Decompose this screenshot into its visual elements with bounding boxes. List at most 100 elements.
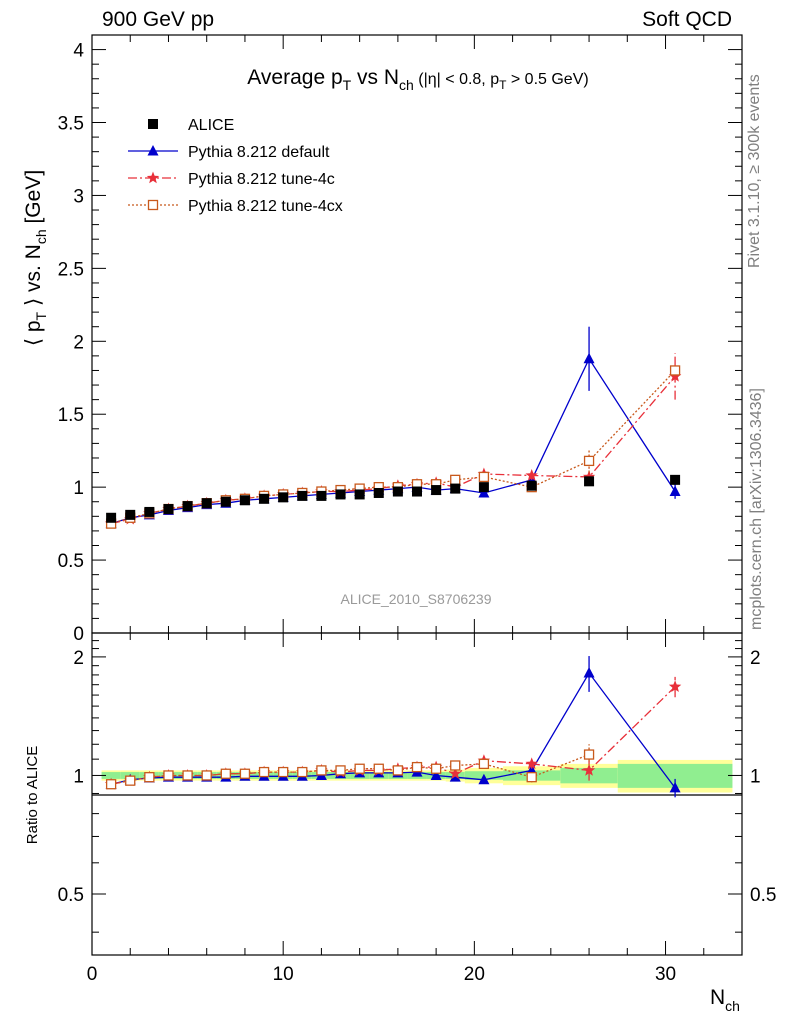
pythia-8-212-tune-4c-point [668,369,682,382]
pythia-8-212-tune-4cx-ratio-point [354,763,365,774]
pythia-8-212-tune-4cx-point [669,365,681,376]
legend-marker-pythia-8-212-tune-4cx [147,199,159,211]
pythia-8-212-tune-4cx-ratio-point [220,768,231,779]
pythia-8-212-tune-4cx-ratio-point [450,760,461,771]
alice-point [431,485,442,496]
y-tick-label: 0 [73,624,84,645]
pythia-8-212-tune-4cx-ratio-line [110,753,590,785]
pythia-8-212-default-ratio-point [583,667,595,678]
x-tick-label: 0 [87,964,98,985]
pythia-8-212-tune-4cx-ratio-point [373,763,384,774]
alice-point [239,495,250,506]
alice-point [106,512,117,523]
legend-marker-pythia-8-212-default [147,145,159,156]
legend: ALICE Pythia 8.212 default Pythia 8.212 tu… [128,117,343,215]
pythia-8-212-tune-4cx-ratio-point [105,779,117,790]
pythia-8-212-tune-4cx-point [478,471,490,483]
legend-label-pythia-8-212-default: Pythia 8.212 default [188,144,330,161]
ratio-frame [91,632,743,956]
alice-point [297,490,308,501]
pythia-8-212-default-point [583,352,595,364]
pythia-8-212-tune-4c-ratio-point [449,767,462,779]
pythia-8-212-tune-4cx-ratio-point [201,770,212,781]
alice-point [259,493,270,504]
pythia-8-212-tune-4cx-line [110,370,676,525]
legend-marker-pythia-8-212-tune-4c [146,171,160,184]
y-tick-label: 1.5 [58,405,84,426]
pythia-8-212-default-line [110,357,676,525]
alice-point [373,487,384,498]
x-tick-label: 20 [464,964,485,985]
header-right: Soft QCD [642,8,732,31]
pythia-8-212-tune-4cx-ratio-point [239,768,251,779]
pythia-8-212-tune-4cx-ratio-point [125,775,136,786]
legend-label-pythia-8-212-tune-4c: Pythia 8.212 tune-4c [188,171,335,188]
ratio-tick-label-right: 2 [750,648,761,669]
ratio-y-label: Ratio to ALICE [24,746,41,844]
alice-point [201,498,212,509]
pythia-8-212-default-ratio-point [430,769,442,780]
pythia-8-212-tune-4cx-ratio-point [411,761,423,773]
pythia-8-212-tune-4cx-ratio-point [526,772,537,783]
legend-label-pythia-8-212-tune-4cx: Pythia 8.212 tune-4cx [188,198,343,215]
pythia-8-212-tune-4c-ratio-point [668,680,682,692]
y-axis-label: ⟨ pT ⟩ vs. Nch [GeV] [22,170,49,346]
pythia-8-212-tune-4cx-ratio-point [144,772,155,783]
ratio-band-green [101,772,121,779]
alice-point [412,486,422,497]
pythia-8-212-tune-4cx-point [450,474,461,486]
alice-point [670,474,681,485]
alice-point [125,509,136,520]
pythia-8-212-tune-4cx-ratio-point [335,765,346,776]
pythia-8-212-default-ratio-point [478,773,490,785]
pythia-8-212-tune-4c-point [582,470,596,483]
pythia-8-212-tune-4cx-ratio-point [182,770,193,781]
pythia-8-212-tune-4cx-ratio-point [478,758,490,770]
pythia-8-212-default-point [669,485,681,497]
alice-point [335,489,346,500]
alice-point [163,504,174,515]
alice-point [392,486,403,497]
pythia-8-212-tune-4cx-ratio-point [297,766,308,778]
pythia-8-212-tune-4cx-ratio-point [163,770,174,781]
watermark: ALICE_2010_S8706239 [340,591,491,607]
y-tick-label: 0.5 [58,551,84,572]
alice-point [182,501,193,512]
ratio-tick-label-left: 0.5 [58,885,84,906]
alice-point [278,492,289,503]
y-tick-label: 3 [73,186,84,207]
y-tick-label: 3.5 [58,114,84,135]
x-axis-label: Nch [710,986,740,1014]
pythia-8-212-tune-4cx-ratio-point [392,765,404,776]
alice-point [450,483,461,494]
alice-point [478,482,489,493]
alice-point [526,480,537,491]
alice-point [220,496,231,507]
alice-point [144,506,155,517]
pythia-8-212-tune-4cx-ratio-point [278,766,289,778]
alice-point [354,489,365,500]
y-tick-label: 2 [73,332,84,353]
pythia-8-212-default-ratio-point [669,781,681,793]
ratio-tick-label-right: 1 [750,766,761,787]
legend-marker-alice [148,119,158,129]
pythia-8-212-tune-4c-ratio-point [525,757,538,770]
chart-title: Average pT vs Nch (|η| < 0.8, pT > 0.5 G… [247,66,588,93]
x-tick-label: 30 [655,964,676,985]
alice-point [584,476,595,487]
pythia-8-212-tune-4cx-ratio-point [316,765,327,776]
header-left: 900 GeV pp [102,8,215,31]
y-tick-label: 2.5 [58,259,84,280]
y-tick-label: 4 [73,41,84,62]
pythia-8-212-tune-4c-ratio-point [582,763,596,776]
ratio-tick-label-left: 1 [73,766,84,787]
pythia-8-212-default-point [478,486,490,498]
y-tick-label: 1 [73,478,84,499]
pythia-8-212-tune-4cx-ratio-point [430,763,442,774]
pythia-8-212-tune-4cx-point [583,455,595,467]
ratio-band-green [617,763,733,788]
ratio-tick-label-left: 2 [73,648,84,669]
x-tick-label: 10 [273,964,294,985]
alice-point [316,490,327,501]
